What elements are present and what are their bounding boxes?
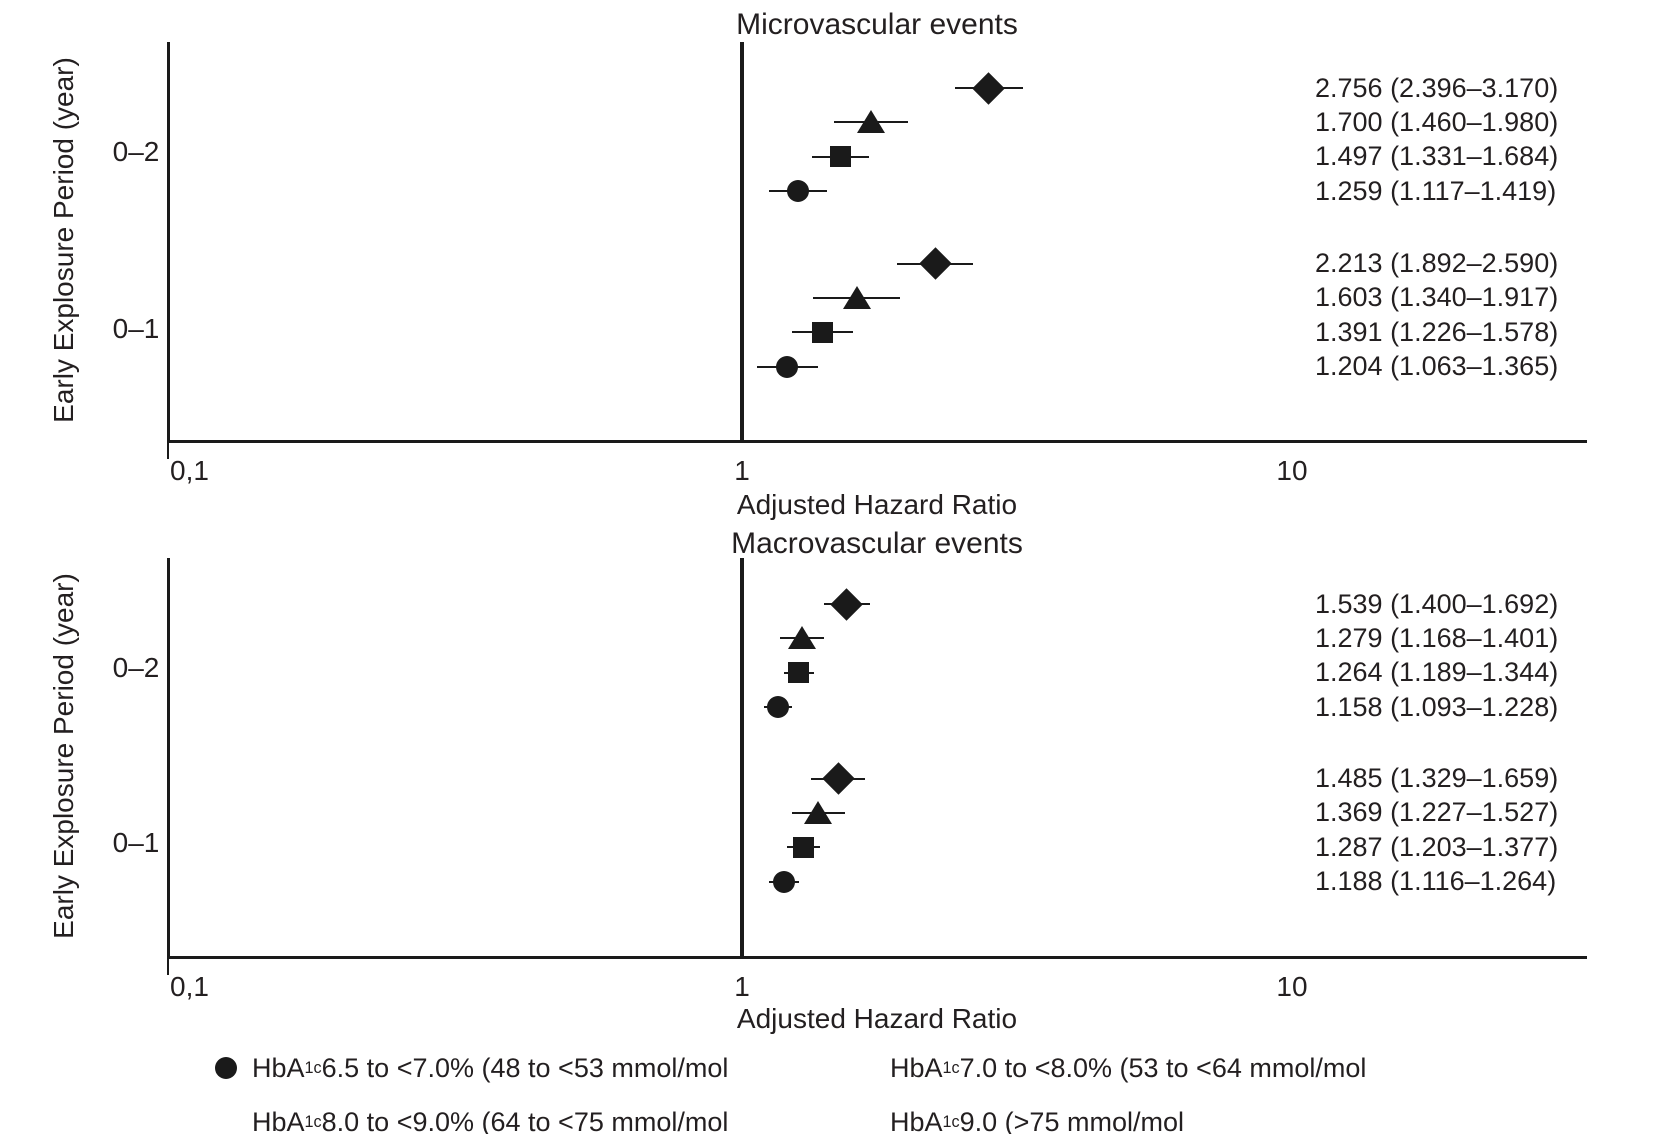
panel-title: Microvascular events — [736, 8, 1018, 41]
hr-value-label: 1.391 (1.226–1.578) — [1315, 316, 1559, 347]
hr-value-label: 2.756 (2.396–3.170) — [1315, 72, 1559, 103]
hr-value-label: 1.188 (1.116–1.264) — [1315, 866, 1557, 897]
legend-label-prefix: HbA — [252, 1052, 305, 1083]
legend-circle-marker-icon — [215, 1057, 237, 1079]
legend-label-prefix: HbA — [252, 1106, 305, 1134]
x-axis-line — [167, 956, 1587, 959]
x-tick-label: 1 — [734, 455, 750, 486]
diamond-marker-icon — [821, 762, 855, 795]
hr-value-label: 1.369 (1.227–1.527) — [1315, 797, 1559, 828]
x-tick-label: 10 — [1276, 971, 1308, 1002]
legend-label-subscript: 1c — [304, 1058, 322, 1077]
legend-label-subscript: 1c — [942, 1058, 960, 1077]
legend-label-prefix: HbA — [890, 1052, 943, 1083]
panel-title: Macrovascular events — [731, 527, 1023, 560]
legend-label: HbA 1c 9.0 (>75 mmol/mol — [890, 1105, 1184, 1134]
circle-marker-icon — [787, 180, 809, 203]
circle-marker-icon — [772, 870, 795, 893]
hr-value-label: 1.497 (1.331–1.684) — [1315, 141, 1559, 172]
triangle-marker-icon — [857, 110, 886, 134]
legend-label-text: 8.0 to <9.0% (64 to <75 mmol/mol — [321, 1106, 729, 1134]
legend-label-text: 9.0 (>75 mmol/mol — [959, 1106, 1184, 1134]
x-axis-line — [167, 440, 1587, 443]
hr-value-label: 1.279 (1.168–1.401) — [1315, 622, 1559, 653]
hr-value-label: 1.264 (1.189–1.344) — [1315, 657, 1559, 688]
x-axis-title: Adjusted Hazard Ratio — [736, 489, 1018, 520]
legend-label-prefix: HbA — [890, 1106, 943, 1134]
circle-marker-icon — [776, 355, 799, 378]
x-tick-label: 10 — [1276, 455, 1308, 486]
y-axis-title: Early Explosure Period (year) — [48, 57, 79, 423]
circle-marker-icon — [766, 696, 789, 719]
square-marker-icon — [811, 321, 833, 343]
square-marker-icon — [792, 836, 814, 858]
x-axis-title: Adjusted Hazard Ratio — [736, 1003, 1018, 1034]
hr-value-label: 1.287 (1.203–1.377) — [1315, 831, 1559, 862]
hr-value-label: 1.204 (1.063–1.365) — [1315, 351, 1559, 382]
hr-value-label: 2.213 (1.892–2.590) — [1315, 248, 1559, 278]
square-marker-icon — [829, 146, 851, 168]
hr-value-label: 1.539 (1.400–1.692) — [1315, 588, 1559, 619]
legend-label-text: 6.5 to <7.0% (48 to <53 mmol/mol — [321, 1052, 729, 1083]
legend-label: HbA 1c 6.5 to <7.0% (48 to <53 mmol/mol — [252, 1051, 728, 1085]
y-axis-line — [167, 42, 170, 440]
y-category-label: 0–2 — [112, 652, 160, 683]
legend-label-subscript: 1c — [304, 1112, 322, 1131]
x-axis-tick-01 — [167, 443, 169, 459]
y-axis-title: Early Explosure Period (year) — [48, 573, 79, 939]
y-category-label: 0–2 — [112, 136, 160, 167]
x-tick-label: 0,1 — [170, 455, 209, 486]
triangle-marker-icon — [842, 285, 871, 309]
diamond-marker-icon — [830, 587, 864, 621]
hr-value-label: 1.603 (1.340–1.917) — [1315, 282, 1559, 313]
triangle-marker-icon — [787, 626, 816, 650]
triangle-marker-icon — [804, 800, 833, 824]
y-axis-line — [167, 558, 170, 956]
legend-label-text: 7.0 to <8.0% (53 to <64 mmol/mol — [959, 1052, 1367, 1083]
legend-label: HbA 1c 7.0 to <8.0% (53 to <64 mmol/mol — [890, 1051, 1366, 1085]
x-axis-tick-01 — [167, 959, 169, 975]
hr-value-label: 1.700 (1.460–1.980) — [1315, 106, 1559, 137]
hr-value-label: 1.259 (1.117–1.419) — [1315, 175, 1557, 206]
y-category-label: 0–1 — [112, 827, 160, 858]
x-tick-label: 1 — [734, 971, 750, 1002]
square-marker-icon — [788, 662, 810, 684]
hr-value-label: 1.158 (1.093–1.228) — [1315, 691, 1559, 722]
reference-line — [740, 558, 744, 956]
diamond-marker-icon — [918, 247, 952, 280]
legend-label: HbA 1c 8.0 to <9.0% (64 to <75 mmol/mol — [252, 1105, 728, 1134]
x-tick-label: 0,1 — [170, 971, 209, 1002]
diamond-marker-icon — [972, 71, 1005, 105]
hr-value-label: 1.485 (1.329–1.659) — [1315, 763, 1559, 793]
y-category-label: 0–1 — [112, 313, 160, 344]
reference-line — [740, 42, 744, 440]
legend-label-subscript: 1c — [942, 1112, 960, 1131]
